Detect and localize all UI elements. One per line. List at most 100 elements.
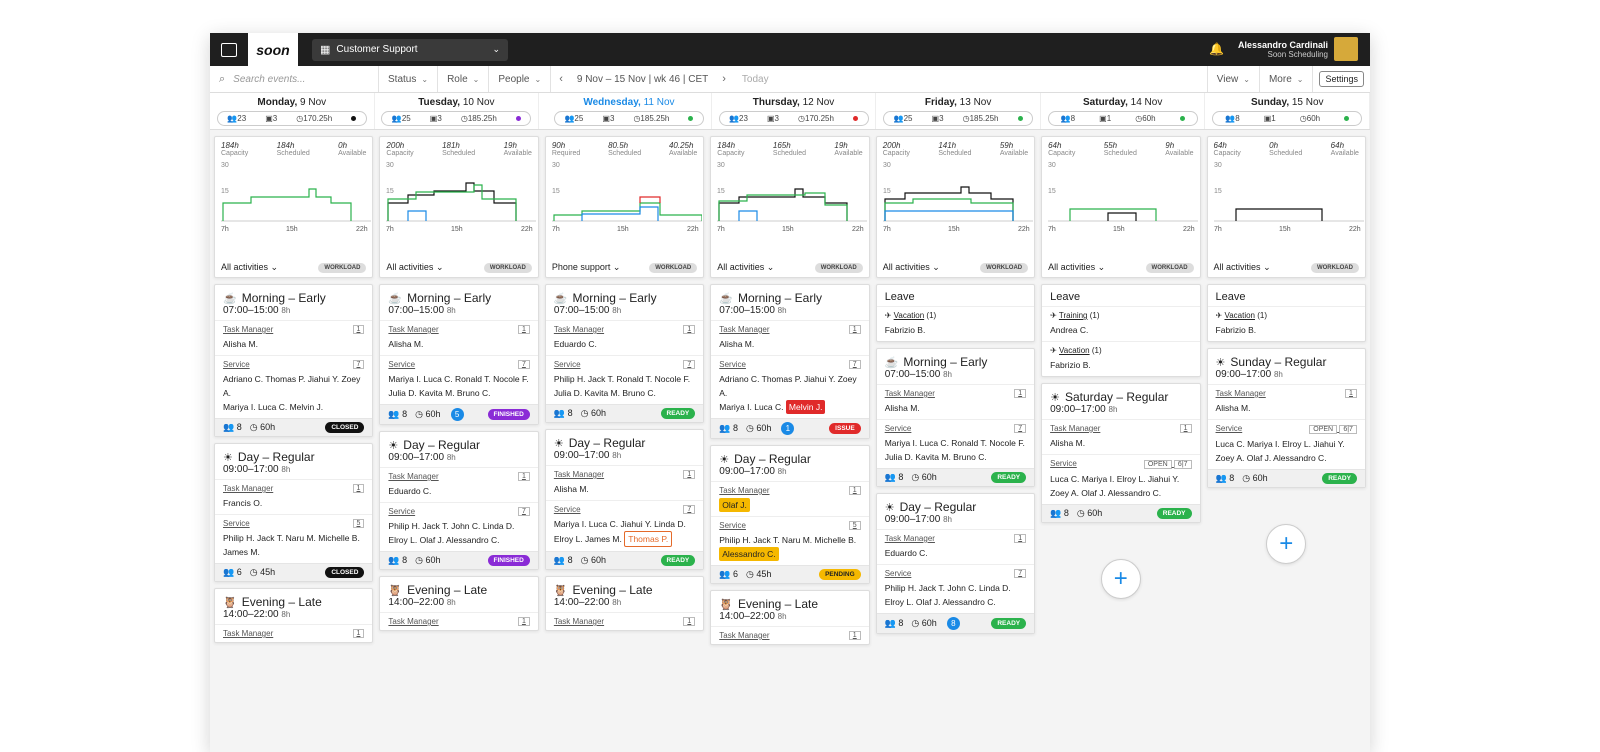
service-section[interactable]: Service 5 Philip H. Jack T. Naru M. Michel…: [711, 516, 869, 565]
notification-badge[interactable]: 8: [946, 617, 960, 630]
workload-badge[interactable]: WORKLOAD: [1310, 262, 1359, 273]
status-badge[interactable]: READY: [991, 472, 1027, 483]
task-manager-section[interactable]: Task Manager 1 Eduardo C.: [380, 467, 538, 502]
day-header[interactable]: Friday, 13 Nov 👥25 ▣3 ◷185.25h: [876, 93, 1041, 129]
task-manager-section[interactable]: Task Manager 1 Olaf J.: [711, 481, 869, 516]
task-manager-section[interactable]: Task Manager 1: [380, 612, 538, 630]
shift-card[interactable]: ☀ Saturday – Regular 09:00–17:00 8h Task Ma…: [1041, 383, 1201, 523]
workload-badge[interactable]: WORKLOAD: [814, 262, 863, 273]
status-badge[interactable]: READY: [1156, 508, 1192, 519]
shift-card[interactable]: ☕ Morning – Early 07:00–15:00 8h Task Manag…: [379, 284, 539, 425]
shift-card[interactable]: ☕ Morning – Early 07:00–15:00 8h Task Manag…: [710, 284, 870, 439]
workload-badge[interactable]: WORKLOAD: [483, 262, 532, 273]
day-header[interactable]: Wednesday, 11 Nov 👥25 ▣3 ◷185.25h: [547, 93, 712, 129]
service-section[interactable]: Service 7 Mariya I. Luca C. Ronald T. Noco…: [876, 419, 1035, 468]
shift-card[interactable]: ☀ Day – Regular 09:00–17:00 8h Task Manager…: [544, 429, 705, 570]
status-filter[interactable]: Status ⌄: [379, 66, 439, 92]
activity-filter[interactable]: Phone support ⌄: [552, 262, 621, 273]
shift-card[interactable]: ☀ Day – Regular 09:00–17:00 8h Task Manager…: [214, 443, 374, 582]
shift-card[interactable]: ☕ Morning – Early 07:00–15:00 8h Task Manag…: [544, 284, 705, 423]
day-header[interactable]: Tuesday, 10 Nov 👥25 ▣3 ◷185.25h: [375, 93, 540, 129]
shift-card[interactable]: 🦉 Evening – Late 14:00–22:00 8h Task Manage…: [379, 576, 539, 631]
service-section[interactable]: Service 5 Philip H. Jack T. Naru M. Michel…: [215, 514, 373, 563]
task-manager-tag[interactable]: Olaf J.: [719, 498, 750, 512]
leave-item[interactable]: ✈ Vacation (1) Fabrizio B.: [876, 306, 1035, 341]
activity-filter[interactable]: All activities ⌄: [1214, 262, 1271, 273]
workload-badge[interactable]: WORKLOAD: [318, 262, 367, 273]
service-section[interactable]: Service OPEN 6|7 Luca C. Mariya I. Elroy L…: [1042, 454, 1200, 504]
task-manager-section[interactable]: Task Manager 1: [215, 624, 373, 642]
status-badge[interactable]: CLOSED: [325, 422, 365, 433]
task-manager-section[interactable]: Task Manager 1 Eduardo C.: [545, 320, 704, 355]
task-manager-section[interactable]: Task Manager 1 Francis O.: [215, 479, 373, 514]
day-header[interactable]: Sunday, 15 Nov 👥8 ▣1 ◷60h: [1205, 93, 1370, 129]
settings-button[interactable]: Settings: [1319, 71, 1364, 87]
shift-card[interactable]: ☕ Morning – Early 07:00–15:00 8h Task Manag…: [214, 284, 374, 437]
prev-week-icon[interactable]: ‹: [559, 73, 563, 85]
add-shift-button[interactable]: +: [1266, 524, 1307, 564]
task-manager-section[interactable]: Task Manager 1 Eduardo C.: [876, 529, 1035, 564]
day-header[interactable]: Saturday, 14 Nov 👥8 ▣1 ◷60h: [1041, 93, 1206, 129]
date-range[interactable]: 9 Nov – 15 Nov | wk 46 | CET: [576, 73, 709, 85]
shift-card[interactable]: 🦉 Evening – Late 14:00–22:00 8h Task Manage…: [710, 590, 870, 645]
menu-icon[interactable]: [210, 33, 248, 66]
status-badge[interactable]: ISSUE: [829, 423, 861, 434]
service-section[interactable]: Service 7 Adriano C. Thomas P. Jiahui Y. Z…: [711, 355, 869, 418]
task-manager-section[interactable]: Task Manager 1 Alisha M.: [1207, 384, 1365, 419]
day-header[interactable]: Thursday, 12 Nov 👥23 ▣3 ◷170.25h: [712, 93, 877, 129]
task-manager-section[interactable]: Task Manager 1 Alisha M.: [380, 320, 538, 355]
service-section[interactable]: Service 7 Philip H. Jack T. John C. Linda …: [380, 502, 538, 551]
service-tag[interactable]: Alessandro C.: [719, 547, 779, 561]
service-tag[interactable]: Thomas P.: [624, 531, 673, 547]
service-section[interactable]: Service 7 Mariya I. Luca C. Ronald T. Noco…: [380, 355, 538, 404]
task-manager-section[interactable]: Task Manager 1 Alisha M.: [876, 384, 1035, 419]
leave-card[interactable]: Leave ✈ Vacation (1) Fabrizio B.: [1206, 284, 1366, 342]
service-section[interactable]: Service 7 Philip H. Jack T. Ronald T. Noco…: [545, 355, 704, 404]
status-badge[interactable]: FINISHED: [487, 555, 530, 566]
shift-card[interactable]: 🦉 Evening – Late 14:00–22:00 8h Task Manage…: [544, 576, 705, 631]
next-week-icon[interactable]: ›: [722, 73, 726, 85]
task-manager-section[interactable]: Task Manager 1: [545, 612, 704, 630]
shift-card[interactable]: ☀ Day – Regular 09:00–17:00 8h Task Manager…: [710, 445, 870, 584]
workload-badge[interactable]: WORKLOAD: [649, 262, 698, 273]
activity-filter[interactable]: All activities ⌄: [717, 262, 774, 273]
service-tag[interactable]: Melvin J.: [785, 400, 826, 414]
notification-badge[interactable]: 5: [450, 408, 464, 421]
user-menu[interactable]: 🔔 Alessandro Cardinali Soon Scheduling: [1209, 37, 1358, 61]
status-badge[interactable]: READY: [660, 555, 696, 566]
add-shift-button[interactable]: +: [1100, 559, 1141, 599]
service-section[interactable]: Service 7 Philip H. Jack T. John C. Linda …: [876, 564, 1035, 613]
people-filter[interactable]: People ⌄: [489, 66, 552, 92]
notification-badge[interactable]: 1: [781, 422, 795, 435]
shift-card[interactable]: 🦉 Evening – Late 14:00–22:00 8h Task Manage…: [214, 588, 374, 643]
avatar[interactable]: [1334, 37, 1358, 61]
shift-card[interactable]: ☀ Day – Regular 09:00–17:00 8h Task Manager…: [379, 431, 539, 570]
leave-card[interactable]: Leave ✈ Vacation (1) Fabrizio B.: [875, 284, 1036, 342]
service-section[interactable]: Service 7 Mariya I. Luca C. Jiahui Y. Lind…: [545, 500, 704, 551]
team-selector[interactable]: ▦ Customer Support ⌄: [312, 38, 508, 61]
service-section[interactable]: Service OPEN 6|7 Luca C. Mariya I. Elroy L…: [1207, 419, 1365, 469]
bell-icon[interactable]: 🔔: [1209, 42, 1224, 56]
workload-badge[interactable]: WORKLOAD: [980, 262, 1029, 273]
today-button[interactable]: Today: [741, 73, 769, 85]
task-manager-section[interactable]: Task Manager 1 Alisha M.: [215, 320, 373, 355]
search-input[interactable]: ⌕ Search events...: [210, 66, 379, 92]
task-manager-section[interactable]: Task Manager 1 Alisha M.: [1042, 419, 1200, 454]
status-badge[interactable]: FINISHED: [487, 409, 530, 420]
leave-item[interactable]: ✈ Vacation (1) Fabrizio B.: [1042, 341, 1200, 376]
shift-card[interactable]: ☕ Morning – Early 07:00–15:00 8h Task Manag…: [875, 348, 1036, 487]
activity-filter[interactable]: All activities ⌄: [386, 262, 443, 273]
day-header[interactable]: Monday, 9 Nov 👥23 ▣3 ◷170.25h: [210, 93, 375, 129]
shift-card[interactable]: ☀ Day – Regular 09:00–17:00 8h Task Manager…: [875, 493, 1036, 634]
status-badge[interactable]: PENDING: [819, 569, 861, 580]
leave-item[interactable]: ✈ Training (1) Andrea C.: [1042, 306, 1200, 341]
more-menu[interactable]: More ⌄: [1260, 66, 1314, 92]
view-menu[interactable]: View ⌄: [1206, 66, 1260, 92]
status-badge[interactable]: READY: [660, 408, 696, 419]
role-filter[interactable]: Role ⌄: [438, 66, 490, 92]
task-manager-section[interactable]: Task Manager 1: [711, 626, 869, 644]
task-manager-section[interactable]: Task Manager 1 Alisha M.: [711, 320, 869, 355]
leave-item[interactable]: ✈ Vacation (1) Fabrizio B.: [1207, 306, 1365, 341]
task-manager-section[interactable]: Task Manager 1 Alisha M.: [545, 465, 704, 500]
status-badge[interactable]: READY: [991, 618, 1027, 629]
